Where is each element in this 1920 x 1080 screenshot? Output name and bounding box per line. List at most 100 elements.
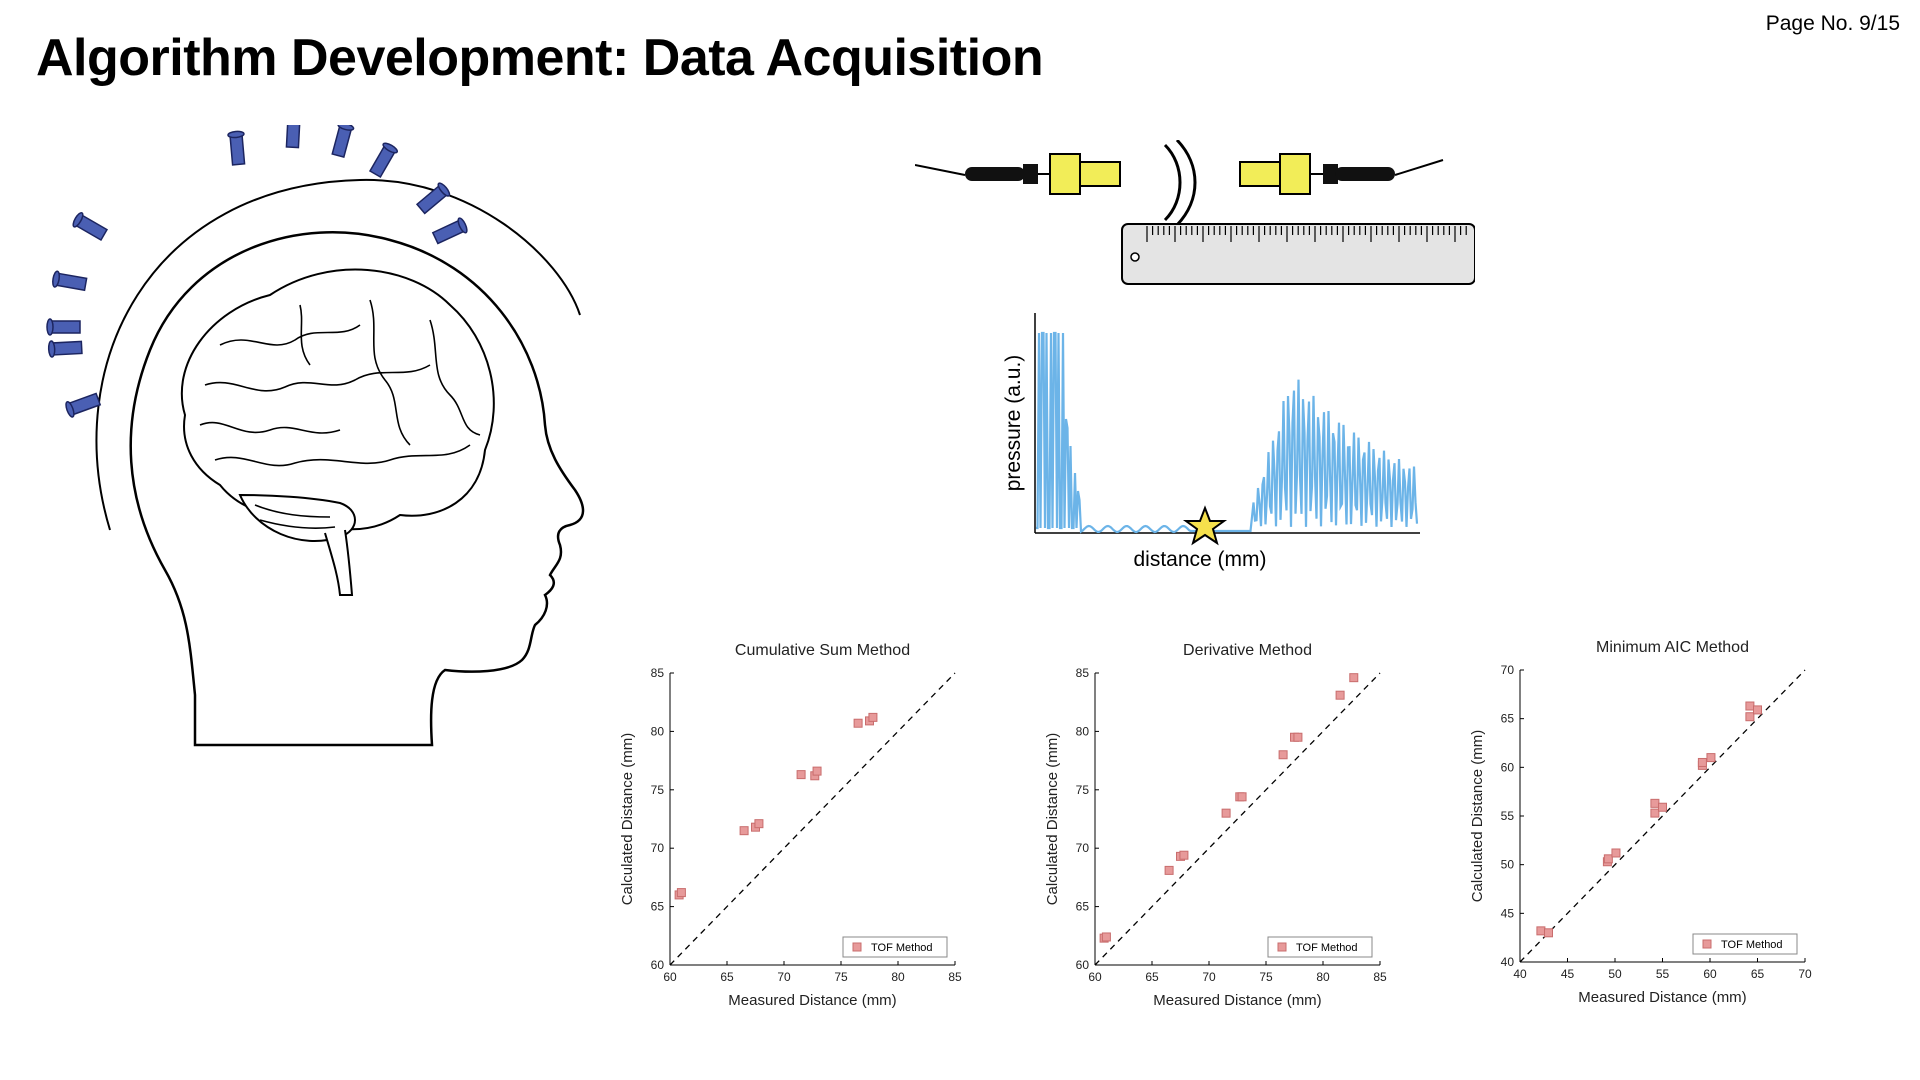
y-tick-label: 85 [1076,666,1090,680]
brain-icon [180,268,495,596]
data-point [1650,798,1660,808]
data-point [1179,850,1189,860]
y-tick-label: 40 [1501,955,1515,969]
transducer-setup [915,140,1475,285]
data-point [853,718,863,728]
data-point [1753,705,1762,715]
y-axis-label: Calculated Distance (mm) [619,733,636,906]
x-tick-label: 60 [663,970,677,984]
head-illustration [46,125,585,747]
data-point [868,712,878,722]
y-tick-label: 50 [1501,858,1515,872]
y-tick-label: 60 [651,958,665,972]
y-tick-label: 60 [1501,760,1515,774]
x-tick-label: 70 [1202,970,1216,984]
data-point [1278,750,1288,760]
legend-box [1267,936,1373,958]
legend: TOF Method [1692,933,1798,955]
x-tick-label: 85 [1373,970,1387,984]
x-axis-label: Measured Distance (mm) [1578,989,1746,1006]
plot-minimum-aic: Minimum AIC Method 40 45 50 55 60 65 70 40 45 50 55… [1469,639,1812,1006]
data-point [1164,865,1174,875]
data-point [1745,701,1755,711]
data-point [1221,808,1231,818]
pressure-waveform [1036,331,1419,534]
data-point [676,888,686,898]
x-tick-label: 70 [777,970,791,984]
data-point [1650,808,1660,818]
x-tick-label: 80 [891,970,905,984]
plot-cumulative-sum: Cumulative Sum Method 60 65 70 75 80 85 60 65 70 7… [619,642,962,1009]
sound-wave-icon [1163,140,1197,227]
identity-line [1094,672,1381,966]
y-tick-label: 45 [1501,906,1515,920]
data-point [1697,757,1707,767]
y-tick-label: 65 [651,900,665,914]
x-tick-label: 65 [1751,967,1765,981]
x-tick-label: 70 [1798,967,1812,981]
x-tick-label: 80 [1316,970,1330,984]
legend-label: TOF Method [871,942,933,954]
y-tick-label: 60 [1076,958,1090,972]
x-tick-label: 65 [1145,970,1159,984]
x-tick-label: 55 [1656,967,1670,981]
data-point [1536,926,1546,936]
legend-label: TOF Method [1721,939,1783,951]
sensor-arc [95,178,581,531]
legend-marker [1702,939,1712,949]
x-tick-label: 60 [1703,967,1717,981]
data-point [754,819,764,829]
data-point [1237,792,1247,802]
plot-title: Derivative Method [1183,642,1312,659]
identity-line [669,672,956,966]
y-tick-label: 70 [1501,663,1515,677]
data-point [1706,753,1716,763]
x-tick-label: 85 [948,970,962,984]
y-tick-label: 75 [651,783,665,797]
data-point [1335,690,1345,700]
transducer-icon [1049,153,1121,195]
brain-folds [199,299,481,529]
transducer-icon [1239,153,1311,195]
data-point [812,766,822,776]
legend-box [1692,933,1798,955]
x-tick-label: 40 [1513,967,1527,981]
y-tick-label: 75 [1076,783,1090,797]
data-point [1745,712,1755,722]
data-point [796,770,806,780]
data-point [1293,732,1303,742]
x-tick-label: 65 [720,970,734,984]
data-point [1611,848,1621,858]
plot-title: Cumulative Sum Method [735,642,910,659]
legend-label: TOF Method [1296,942,1358,954]
legend-box [842,936,948,958]
x-axis-label: Measured Distance (mm) [1153,992,1321,1009]
legend-marker [852,942,862,952]
plot-title: Minimum AIC Method [1596,639,1749,656]
data-point [1544,928,1553,938]
data-point [1658,802,1667,812]
y-tick-label: 80 [1076,724,1090,738]
star-icon [1182,505,1228,546]
legend-marker [1277,942,1287,952]
legend: TOF Method [842,936,948,958]
ultrasound-sensor-icon [46,125,468,418]
y-tick-label: 55 [1501,809,1515,823]
waveform-ylabel: pressure (a.u.) [1002,355,1025,492]
y-tick-label: 70 [1076,841,1090,855]
y-tick-label: 80 [651,724,665,738]
y-tick-label: 65 [1501,712,1515,726]
identity-line [1519,669,1806,963]
y-tick-label: 70 [651,841,665,855]
cable-right [1335,167,1395,181]
data-point [1603,854,1613,864]
x-tick-label: 45 [1561,967,1575,981]
plot-derivative: Derivative Method 60 65 70 75 80 85 60 65 70 75 80 8… [1044,642,1387,1009]
data-point [1349,673,1359,683]
data-point [739,826,749,836]
page-title: Algorithm Development: Data Acquisition [36,29,1044,87]
data-point [1101,932,1111,942]
y-tick-label: 85 [651,666,665,680]
cable-left [965,167,1025,181]
legend: TOF Method [1267,936,1373,958]
